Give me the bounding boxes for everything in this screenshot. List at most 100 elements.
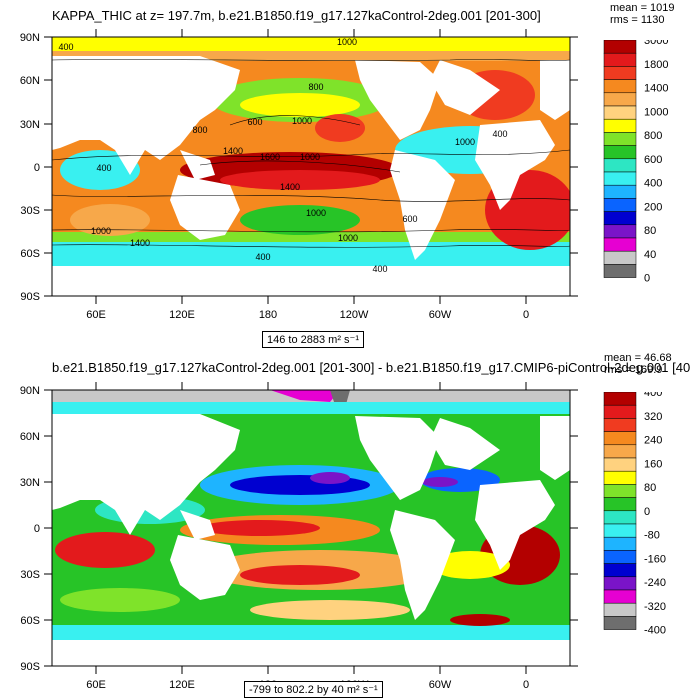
colorbar-swatch [603,444,637,459]
panel2-colorbar: 400 320 240 160 80 0 -80 -160 -240 -320 -400 [603,392,666,637]
colorbar-swatch [603,457,637,472]
lat-label: 90S [20,661,40,673]
colorbar-swatch [603,158,637,173]
panel2-mean: mean = 46.68 [604,352,672,364]
panel1-mean: mean = 1019 [610,2,675,14]
colorbar-swatch [603,224,637,239]
colorbar-swatch [603,616,637,630]
colorbar-swatch [603,392,637,406]
lon-label: 120W [340,309,369,321]
lat-label: 0 [34,523,40,535]
lat-label: 60N [20,431,40,443]
lat-label: 90N [20,32,40,44]
contour-label: 1400 [280,182,300,192]
contour-label: 400 [58,42,73,52]
land-masses [52,56,570,260]
contour-label: 1400 [223,146,243,156]
panel1-map: 90N 60N 30N 0 30S 60S 90S 60E 120E 180 1… [20,29,578,321]
colorbar-swatch [603,523,637,538]
contour-label: 1000 [306,208,326,218]
colorbar-swatch [603,237,637,252]
colorbar-swatch [603,79,637,94]
colorbar-swatch [603,92,637,107]
lon-label: 0 [523,309,529,321]
colorbar-swatch [603,145,637,160]
colorbar-swatch [603,171,637,186]
colorbar-swatch [603,264,637,278]
panel2-map: 90N 60N 30N 0 30S 60S 90S 60E 120E 180 1… [20,382,578,691]
contour-label: 1000 [292,116,312,126]
contour-label: 400 [96,163,111,173]
colorbar-label: 40 [644,249,656,261]
colorbar-label: -80 [644,530,660,542]
lat-label: 60N [20,75,40,87]
colorbar-swatch [603,211,637,226]
colorbar-swatch [603,40,637,54]
colorbar-label: 1800 [644,59,668,71]
colorbar-label: 320 [644,411,662,423]
colorbar-label: 400 [644,178,662,190]
colorbar-swatch [603,250,637,265]
lat-label: 30S [20,569,40,581]
colorbar-swatch [603,576,637,591]
colorbar-swatch [603,105,637,120]
panel1-rms: rms = 1130 [610,14,665,26]
colorbar-swatch [603,602,637,617]
lat-label: 0 [34,162,40,174]
contour-label: 800 [192,125,207,135]
colorbar-label: 160 [644,458,662,470]
lon-label: 120E [169,679,195,691]
colorbar-swatch [603,470,637,485]
lon-label: 180 [259,309,277,321]
colorbar-label: 200 [644,201,662,213]
contour-label: 1000 [300,152,320,162]
contour-label: 1000 [337,37,357,47]
panel1-range-label: 146 to 2883 m² s⁻¹ [262,331,365,348]
colorbar-swatch [603,497,637,512]
contour-label: 1400 [130,238,150,248]
contour-label: 1600 [260,152,280,162]
land-masses [52,414,570,620]
contour-label: 1000 [91,226,111,236]
contour-label: 400 [372,264,387,274]
colorbar-label: 1000 [644,106,668,118]
colorbar-label: -240 [644,577,666,589]
lat-label: 90N [20,385,40,397]
colorbar-swatch [603,484,637,498]
lat-label: 90S [20,291,40,303]
colorbar-label: 0 [644,506,650,518]
colorbar-swatch [603,118,637,133]
lat-label: 60S [20,615,40,627]
colorbar-label: 400 [644,392,662,399]
arctic-band [52,37,570,51]
contour-label: 1000 [338,233,358,243]
lon-label: 60W [429,309,452,321]
colorbar-swatch [603,132,637,146]
colorbar-label: 80 [644,225,656,237]
contour-label: 600 [247,117,262,127]
contour-labels: 1000 1000 1400 1400 1000 1000 1000 1600 … [58,37,507,274]
lat-label: 30S [20,205,40,217]
lon-label: 60E [86,309,106,321]
southern-ocean-band [52,240,570,266]
contour-label: 400 [255,252,270,262]
colorbar-label: 600 [644,154,662,166]
colorbar-label: 1400 [644,83,668,95]
contour-label: 400 [492,129,507,139]
colorbar-swatch [603,550,637,564]
colorbar-swatch [603,418,637,432]
panel2-rms: rms = 169.9 [604,364,663,376]
panel2-title: b.e21.B1850.f19_g17.127kaControl-2deg.00… [52,360,691,375]
lon-label: 120E [169,309,195,321]
colorbar-label: -320 [644,601,666,613]
lon-label: 0 [523,679,529,691]
contour-label: 800 [308,82,323,92]
colorbar-label: 800 [644,130,662,142]
colorbar-label: -400 [644,625,666,637]
contour-label: 1000 [455,137,475,147]
lat-label: 60S [20,248,40,260]
lat-label: 30N [20,119,40,131]
lat-label: 30N [20,477,40,489]
contour-label: 600 [402,214,417,224]
